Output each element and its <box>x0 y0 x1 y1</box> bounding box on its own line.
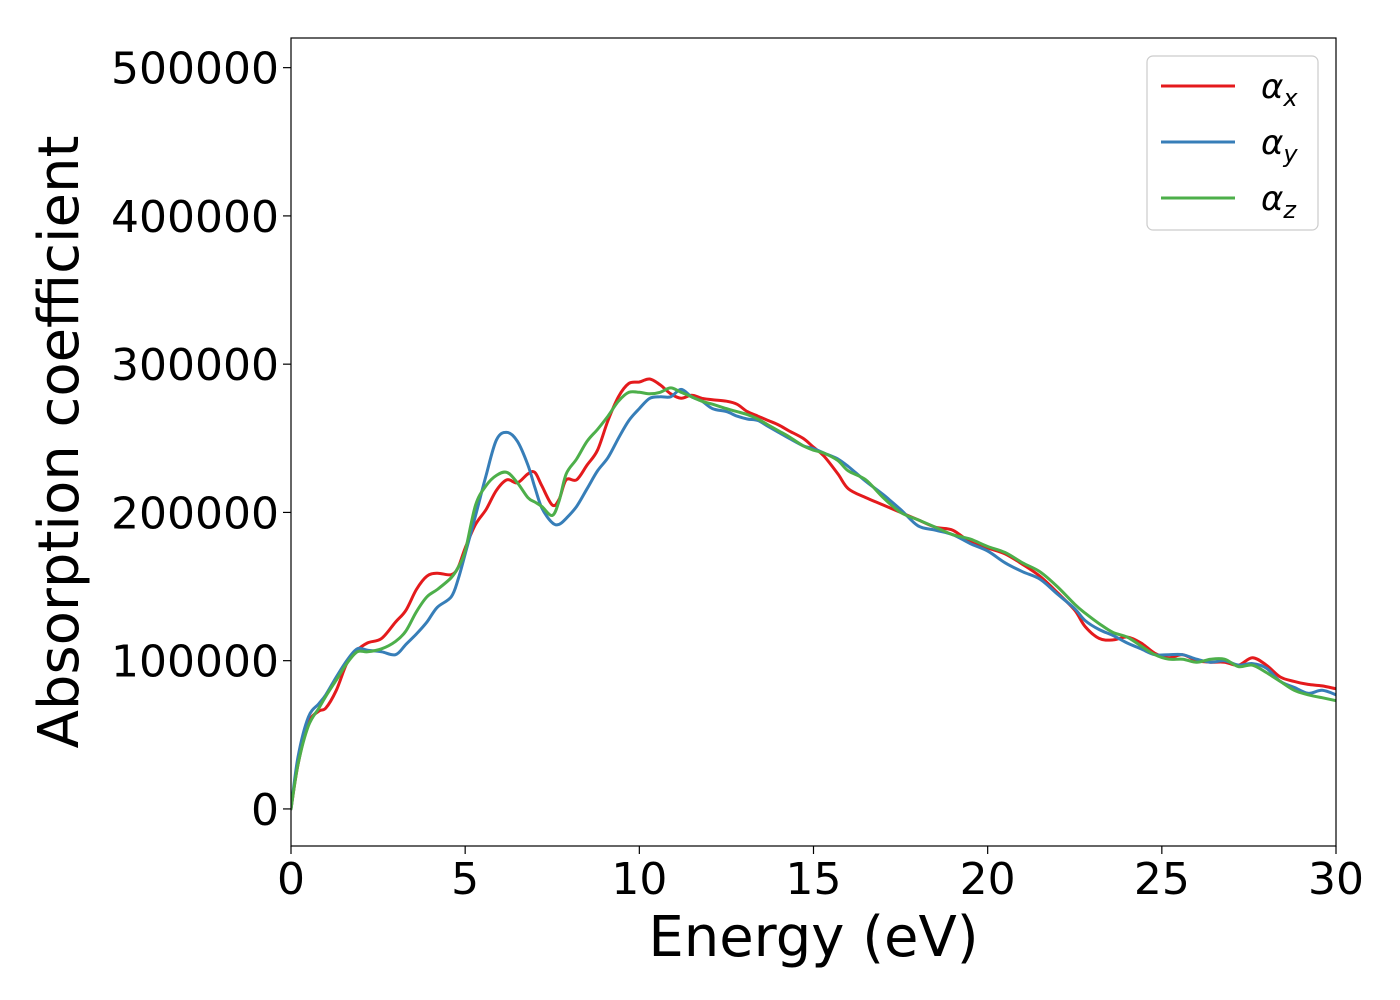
x-tick-label: 25 <box>1134 854 1190 905</box>
x-tick-label: 5 <box>451 854 479 905</box>
y-tick-label: 0 <box>251 785 279 836</box>
y-tick-label: 400000 <box>111 192 279 243</box>
y-axis-title: Absorption coefficient <box>27 136 92 749</box>
y-tick-label: 300000 <box>111 340 279 391</box>
y-axis: 0 100000 200000 300000 400000 500000 <box>111 44 291 836</box>
y-tick-label: 500000 <box>111 44 279 95</box>
x-tick-label: 15 <box>786 854 842 905</box>
x-tick-label: 30 <box>1308 854 1364 905</box>
x-axis-title: Energy (eV) <box>648 905 978 970</box>
x-tick-label: 20 <box>960 854 1016 905</box>
x-tick-label: 10 <box>611 854 667 905</box>
series-layer <box>291 377 1336 811</box>
series-line-z <box>291 386 1336 811</box>
series-line-x <box>291 377 1336 811</box>
series-line-y <box>291 387 1336 811</box>
x-tick-label: 0 <box>277 854 305 905</box>
x-axis: 0 5 10 15 20 25 30 <box>277 846 1364 905</box>
y-tick-label: 100000 <box>111 637 279 688</box>
y-tick-label: 200000 <box>111 488 279 539</box>
